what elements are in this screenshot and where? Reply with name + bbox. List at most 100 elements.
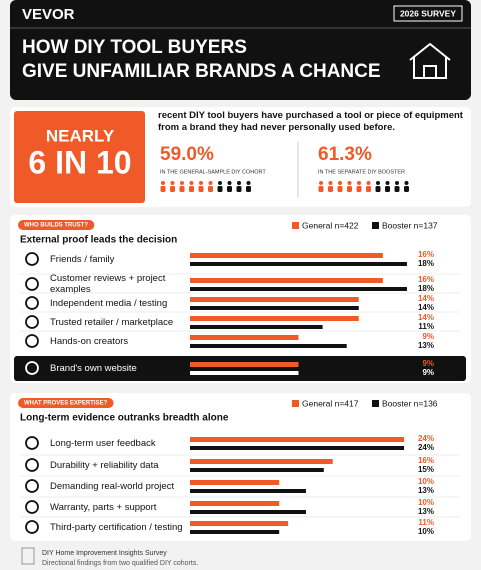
bar (190, 262, 407, 266)
person-icon (385, 181, 390, 185)
row-icon (25, 252, 39, 266)
person-icon (170, 186, 175, 192)
section-tag: WHAT PROVES EXPERTISE? (24, 401, 108, 407)
row-label-box: Hands-on creators (50, 335, 129, 347)
legend-swatch (372, 400, 379, 407)
row-label-box: Warranty, parts + support (50, 502, 156, 513)
person-icon (189, 181, 194, 185)
section-title: External proof leads the decision (20, 235, 177, 246)
row-label-box: Third-party certification / testing (50, 521, 183, 533)
person-icon (161, 181, 165, 185)
section-tag: WHO BUILDS TRUST? (24, 223, 88, 229)
value-label: 24% (418, 443, 434, 452)
legend-swatch (372, 222, 379, 229)
row-icon (25, 277, 39, 291)
person-icon (318, 186, 324, 192)
person-icon (366, 181, 371, 185)
person-icon (375, 186, 381, 192)
row-label-box: Trusted retailer / marketplace (50, 316, 174, 328)
row-label-box: Customer reviews + project examples (50, 273, 166, 295)
person-icon (198, 186, 204, 192)
person-icon (160, 186, 166, 192)
legend-label: Booster n=137 (382, 220, 438, 230)
value-label: 16% (418, 250, 434, 259)
row-icon (25, 334, 39, 348)
person-icon (227, 186, 232, 192)
value-label: 18% (418, 259, 434, 268)
row-label-box: Brand's own website (50, 362, 137, 374)
bar (190, 362, 299, 367)
header-bg (10, 0, 471, 100)
value-label: 10% (418, 477, 434, 486)
legend-label: General n=422 (302, 220, 359, 230)
title-line: GIVE UNFAMILIAR BRANDS A CHANCE (22, 61, 381, 82)
bar (190, 480, 280, 485)
stat-label: IN THE SEPARATE DIY BOOSTER (318, 169, 405, 175)
row-icon (25, 520, 39, 534)
category-label: Customer reviews + project examples (50, 273, 166, 295)
person-icon (180, 181, 184, 185)
bar (190, 306, 359, 310)
category-label: Durability + reliability data (50, 459, 159, 471)
value-label: 16% (418, 456, 434, 465)
row-icon (25, 315, 39, 329)
bar (190, 297, 359, 302)
category-label: Independent media / testing (50, 297, 168, 309)
person-icon (394, 186, 400, 192)
value-label: 24% (418, 434, 434, 443)
row-icon (25, 436, 39, 450)
category-label: Trusted retailer / marketplace (50, 316, 174, 328)
person-icon (227, 181, 232, 185)
bar (190, 510, 306, 514)
value-label: 9% (422, 359, 434, 368)
stat-label: IN THE GENERAL-SAMPLE DIY COHORT (160, 169, 266, 175)
bar (190, 344, 347, 348)
person-icon (179, 186, 185, 192)
hero-statement: recent DIY tool buyers have purchased a … (158, 110, 463, 133)
bar (190, 287, 407, 291)
hero-box (14, 111, 145, 203)
row-icon (25, 458, 39, 472)
bar (190, 253, 383, 258)
category-label: Hands-on creators (50, 335, 129, 347)
person-icon (328, 186, 333, 192)
person-icon (366, 186, 371, 192)
value-label: 11% (418, 322, 434, 331)
bar (190, 325, 323, 329)
bar (190, 371, 299, 375)
value-label: 10% (418, 498, 434, 507)
value-label: 14% (418, 294, 434, 303)
value-label: 18% (418, 284, 434, 293)
person-icon (236, 186, 242, 192)
bar (190, 446, 405, 450)
person-icon (357, 181, 361, 185)
value-label: 16% (418, 275, 434, 284)
row-label-box: Demanding real-world project (50, 481, 174, 492)
badge: 2026 SURVEY (400, 8, 456, 18)
row-icon (25, 500, 39, 514)
tag-pill (18, 398, 114, 408)
category-label: Brand's own website (50, 362, 137, 374)
person-icon (246, 186, 251, 192)
person-icon (338, 181, 342, 185)
row-icon (25, 361, 39, 375)
card (10, 393, 471, 541)
person-icon (376, 181, 380, 185)
row-label-box: Friends / family (50, 253, 115, 265)
value-label: 9% (422, 332, 434, 341)
house-icon (409, 42, 451, 79)
person-icon (337, 186, 343, 192)
category-label: Friends / family (50, 253, 115, 265)
bar (190, 437, 405, 442)
title-line: HOW DIY TOOL BUYERS (22, 37, 247, 58)
bar (190, 530, 280, 534)
value-label: 14% (418, 303, 434, 312)
category-label: Third-party certification / testing (50, 521, 183, 533)
bar (190, 316, 359, 321)
row-label-box: Long-term user feedback (50, 438, 156, 449)
bar (190, 278, 383, 283)
person-icon (404, 186, 409, 192)
person-icon (385, 186, 390, 192)
statement-box: recent DIY tool buyers have purchased a … (158, 110, 463, 133)
